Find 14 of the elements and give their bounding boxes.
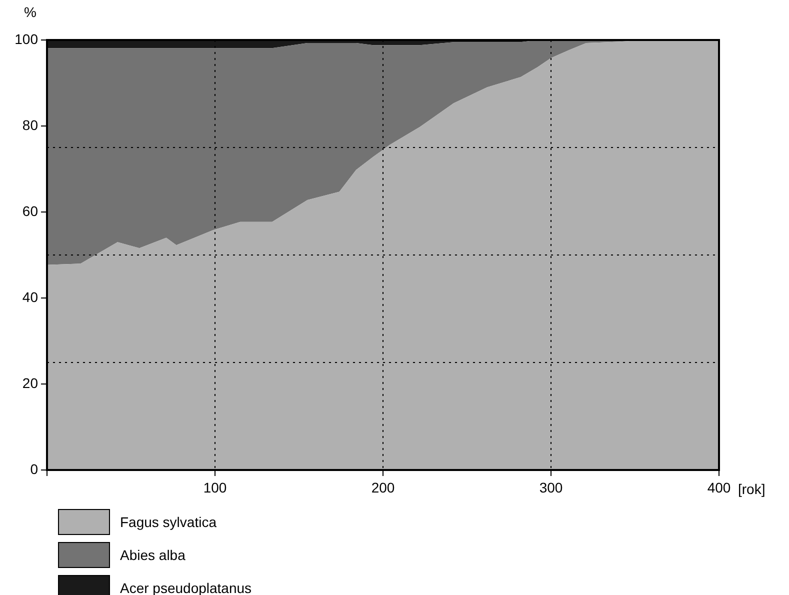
x-tick-label: 100 bbox=[203, 479, 227, 496]
y-tick-label: 40 bbox=[22, 288, 38, 305]
x-tick-label: 200 bbox=[371, 479, 395, 496]
y-tick-label: 80 bbox=[22, 116, 38, 133]
x-tick-label: 300 bbox=[539, 479, 563, 496]
y-axis-title: % bbox=[24, 4, 36, 20]
y-tick-label: 20 bbox=[22, 374, 38, 391]
y-tick-label: 100 bbox=[14, 30, 38, 47]
y-tick-label: 60 bbox=[22, 202, 38, 219]
legend-label: Fagus sylvatica bbox=[120, 514, 216, 530]
x-axis-title: [rok] bbox=[738, 481, 766, 497]
y-tick-label: 0 bbox=[30, 460, 38, 477]
x-tick-label: 400 bbox=[707, 479, 731, 496]
legend-label: Abies alba bbox=[120, 546, 186, 562]
